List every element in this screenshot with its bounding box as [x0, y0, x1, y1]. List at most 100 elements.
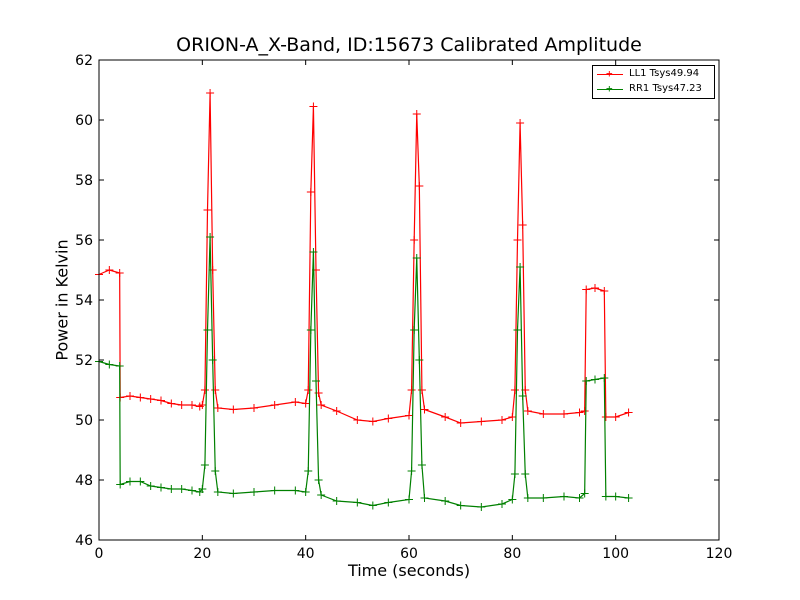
data-point [270, 486, 279, 495]
data-point [309, 102, 318, 111]
data-point [456, 501, 465, 510]
data-point [591, 284, 599, 292]
data-point [157, 396, 165, 405]
y-tick-label: 50 [75, 413, 93, 429]
data-point [498, 416, 506, 424]
data-point [508, 413, 517, 421]
data-point [167, 399, 176, 408]
data-point [309, 248, 318, 256]
data-point [368, 417, 377, 426]
data-point [624, 494, 633, 502]
data-point [420, 494, 429, 502]
data-point [208, 266, 217, 274]
data-point [301, 399, 310, 408]
data-point [521, 470, 530, 478]
data-point [384, 414, 393, 423]
plot-area [99, 60, 719, 540]
y-tick-label: 56 [75, 233, 93, 249]
data-point [146, 482, 155, 490]
data-point [188, 401, 196, 409]
data-point [229, 489, 238, 498]
data-point [415, 182, 424, 190]
data-point [206, 233, 215, 241]
data-point [203, 326, 212, 334]
legend-label-ll1: LL1 Tsys49.94 [629, 68, 700, 79]
data-point [575, 408, 584, 417]
x-tick-label: 80 [503, 546, 521, 562]
legend: + LL1 Tsys49.94 + RR1 Tsys47.23 [592, 65, 715, 99]
data-point [136, 393, 145, 402]
x-tick-label: 40 [297, 546, 315, 562]
data-point [417, 386, 426, 394]
data-point [250, 488, 258, 496]
data-point [291, 398, 300, 406]
y-axis-label: Power in Kelvin [52, 239, 72, 361]
data-point [441, 413, 450, 421]
data-point [198, 401, 207, 409]
data-point [410, 326, 419, 334]
data-point [203, 206, 212, 214]
data-point [213, 488, 222, 496]
data-point [136, 477, 145, 486]
data-point [353, 416, 362, 424]
x-axis-label: Time (seconds) [347, 561, 471, 580]
data-point [516, 119, 525, 127]
chart-title: ORION-A_X-Band, ID:15673 Calibrated Ampl… [176, 34, 642, 56]
data-point [624, 408, 633, 417]
data-point [126, 392, 134, 400]
data-point [539, 494, 548, 502]
data-point [384, 498, 393, 507]
y-tick-label: 54 [75, 293, 93, 309]
data-point [188, 486, 196, 495]
data-point [332, 407, 341, 415]
data-point [508, 495, 517, 504]
data-point [177, 401, 186, 409]
data-point [304, 386, 313, 394]
data-point [312, 377, 320, 385]
data-point [317, 401, 326, 409]
x-tick-label: 100 [602, 546, 629, 562]
data-point [304, 467, 313, 475]
data-point [229, 405, 238, 414]
data-point [516, 263, 525, 271]
legend-entry-ll1: + LL1 Tsys49.94 [593, 67, 714, 82]
data-point [580, 489, 589, 498]
legend-entry-rr1: + RR1 Tsys47.23 [593, 82, 714, 97]
y-tick-label: 52 [75, 353, 93, 369]
data-point [213, 404, 222, 412]
data-point [600, 287, 609, 295]
data-point [523, 494, 532, 502]
data-point [539, 410, 548, 418]
data-point [417, 461, 426, 469]
y-tick-label: 62 [75, 53, 93, 69]
data-point [250, 404, 258, 412]
data-point [582, 285, 591, 294]
x-tick-label: 0 [95, 546, 104, 562]
data-point [115, 269, 124, 277]
data-point [208, 356, 217, 364]
data-point [600, 374, 609, 382]
data-point [456, 419, 465, 427]
data-point [115, 362, 124, 370]
data-point [510, 386, 519, 394]
data-point [314, 476, 323, 484]
legend-swatch-rr1 [597, 89, 623, 90]
data-point [420, 405, 429, 414]
data-point [405, 495, 413, 504]
series-rr1 [95, 233, 633, 511]
y-tick-label: 58 [75, 173, 93, 189]
data-point [560, 492, 568, 501]
data-point [301, 488, 310, 496]
x-tick-label: 120 [706, 546, 733, 562]
legend-swatch-ll1 [597, 74, 623, 75]
data-point [410, 236, 419, 244]
data-point [611, 413, 620, 421]
data-point [206, 89, 215, 97]
data-point [211, 467, 220, 475]
data-point [116, 480, 125, 489]
x-tick-label: 60 [400, 546, 418, 562]
x-tick-label: 20 [193, 546, 211, 562]
data-point [317, 491, 326, 499]
data-point [518, 221, 527, 229]
data-point [200, 461, 209, 469]
